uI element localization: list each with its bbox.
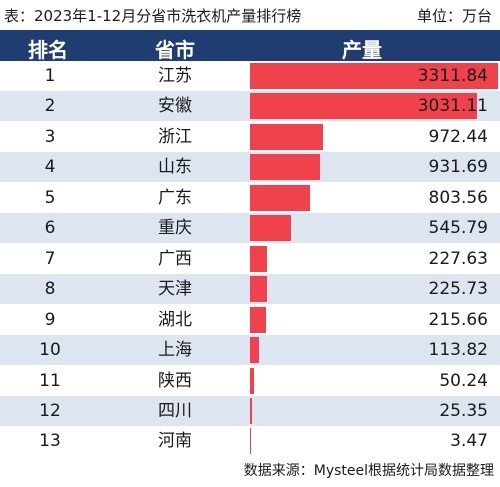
value-label: 227.63	[428, 248, 488, 269]
rank-cell: 8	[44, 279, 56, 300]
province-label: 河南	[158, 431, 192, 452]
province-label: 湖北	[158, 309, 192, 330]
table-row: 5 广东 803.56	[0, 183, 500, 213]
rank-cell: 10	[39, 340, 61, 361]
table-row: 7 广西 227.63	[0, 244, 500, 274]
caption-bar: 表：2023年1-12月分省市洗衣机产量排行榜 单位：万台	[0, 0, 500, 30]
rank-cell: 7	[44, 248, 56, 269]
province-label: 山东	[158, 157, 192, 178]
value-label: 3031.11	[417, 96, 488, 117]
table-row: 3 浙江 972.44	[0, 122, 500, 152]
rank-cell: 11	[39, 370, 61, 391]
rank-cell: 2	[44, 96, 56, 117]
table-row: 11 陕西 50.24	[0, 366, 500, 396]
province-label: 安徽	[158, 96, 192, 117]
rank-cell: 13	[39, 431, 61, 452]
table-row: 1 江苏 3311.84	[0, 61, 500, 91]
table-row: 13 河南 3.47	[0, 426, 500, 456]
value-label: 50.24	[439, 370, 488, 391]
rank-cell: 12	[39, 400, 61, 421]
table-row: 6 重庆 545.79	[0, 213, 500, 244]
bar	[250, 306, 267, 333]
table-header: 排名 省市 产量	[0, 30, 500, 62]
bar	[250, 63, 498, 89]
bar	[250, 367, 254, 394]
value-label: 113.82	[428, 340, 488, 361]
province-label: 江苏	[158, 66, 192, 86]
value-label: 25.35	[439, 400, 488, 421]
province-label: 广西	[158, 248, 192, 269]
chart-title: 表：2023年1-12月分省市洗衣机产量排行榜	[4, 7, 302, 25]
province-label: 广东	[158, 187, 192, 208]
table-row: 9 湖北 215.66	[0, 305, 500, 335]
value-label: 545.79	[428, 218, 488, 239]
rank-cell: 9	[44, 309, 56, 330]
province-label: 重庆	[158, 218, 192, 239]
province-label: 陕西	[158, 370, 192, 391]
rank-cell: 3	[44, 126, 56, 147]
value-label: 972.44	[428, 126, 488, 147]
value-label: 931.69	[428, 157, 488, 178]
output-column-header: 产量	[342, 38, 382, 62]
bar	[250, 123, 323, 150]
bar	[250, 397, 252, 424]
province-label: 天津	[158, 279, 192, 300]
bar	[250, 215, 291, 242]
province-label: 四川	[158, 400, 192, 421]
source-note: 数据来源：Mysteel根据统计局数据整理	[243, 463, 494, 479]
bar	[250, 154, 320, 181]
rank-cell: 1	[44, 66, 56, 86]
bar	[250, 245, 268, 272]
table-row: 2 安徽 3031.11	[0, 91, 500, 122]
rank-cell: 6	[44, 218, 56, 239]
bar	[250, 93, 477, 120]
bar	[250, 184, 311, 211]
value-label: 3311.84	[417, 66, 488, 86]
value-label: 3.47	[450, 431, 488, 452]
table-row: 4 山东 931.69	[0, 152, 500, 183]
value-label: 803.56	[428, 187, 488, 208]
table-row: 8 天津 225.73	[0, 274, 500, 305]
rank-cell: 4	[44, 157, 56, 178]
rank-column-header: 排名	[28, 38, 68, 62]
unit-label: 单位：万台	[416, 7, 492, 25]
value-label: 225.73	[428, 279, 488, 300]
table-row: 10 上海 113.82	[0, 335, 500, 366]
rank-cell: 5	[44, 187, 56, 208]
province-column-header: 省市	[155, 38, 195, 62]
bar	[250, 337, 259, 364]
province-label: 上海	[158, 340, 192, 361]
province-label: 浙江	[158, 126, 192, 147]
chart-body: 1 江苏 3311.84 2 安徽 3031.11 3 浙江 972.44 4 山东 931.69 5 广…	[0, 61, 500, 457]
bar	[250, 276, 267, 303]
value-label: 215.66	[428, 309, 488, 330]
table-row: 12 四川 25.35	[0, 395, 500, 426]
